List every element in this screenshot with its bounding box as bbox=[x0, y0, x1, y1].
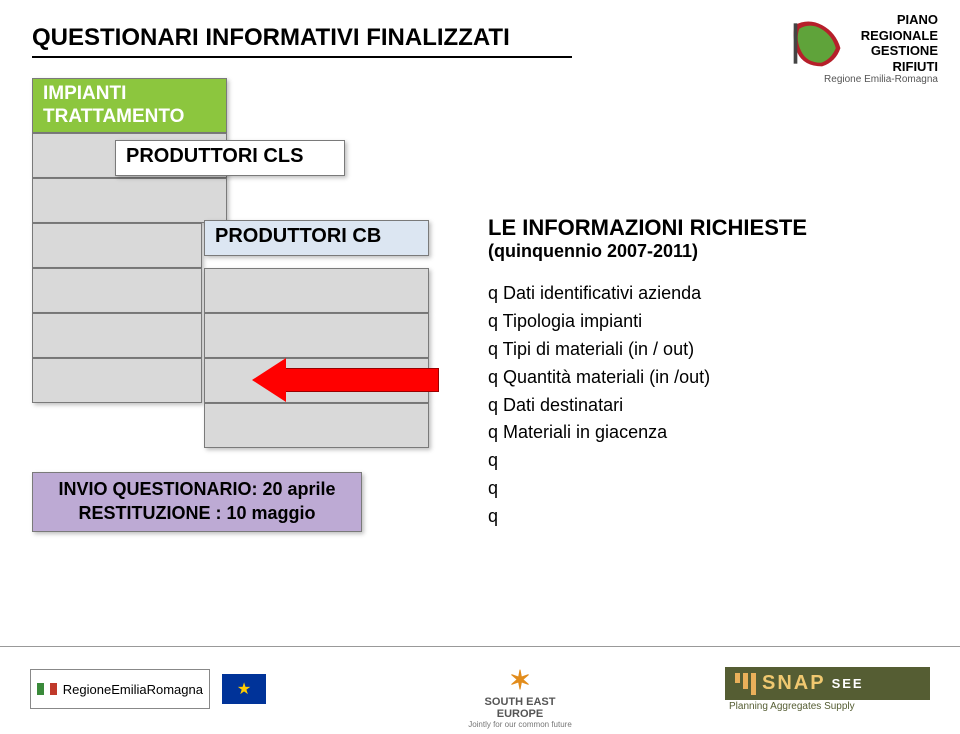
info-block: LE INFORMAZIONI RICHIESTE (quinquennio 2… bbox=[488, 215, 908, 531]
footer-left: RegioneEmiliaRomagna ★ bbox=[30, 669, 266, 709]
info-item: q Tipi di materiali (in / out) bbox=[488, 336, 908, 364]
box-impianti: IMPIANTI TRATTAMENTO bbox=[32, 78, 227, 133]
rer-text: RegioneEmiliaRomagna bbox=[63, 682, 203, 697]
see-l2: EUROPE bbox=[460, 708, 580, 720]
footer: RegioneEmiliaRomagna ★ ✶ SOUTH EAST EURO… bbox=[0, 646, 960, 734]
title-underline bbox=[32, 56, 572, 58]
grey-box bbox=[204, 403, 429, 448]
info-item: q Dati destinatari bbox=[488, 392, 908, 420]
snap-bar-icon bbox=[751, 673, 756, 695]
grey-box bbox=[32, 268, 202, 313]
slide-title: QUESTIONARI INFORMATIVI FINALIZZATI bbox=[32, 24, 510, 52]
footer-center: ✶ SOUTH EAST EUROPE Jointly for our comm… bbox=[460, 665, 580, 729]
hr-line3: GESTIONE bbox=[824, 43, 938, 59]
rer-square-icon bbox=[50, 683, 57, 695]
snap-see: SEE bbox=[832, 676, 864, 691]
snap-bar-icon bbox=[735, 673, 740, 683]
snap-logo-icon: SNAP SEE bbox=[725, 667, 930, 700]
grey-box bbox=[204, 313, 429, 358]
footer-right: SNAP SEE Planning Aggregates Supply bbox=[725, 667, 930, 713]
impianti-l1: IMPIANTI bbox=[43, 83, 216, 106]
red-arrow-shaft bbox=[284, 368, 439, 392]
see-logo-icon: ✶ SOUTH EAST EUROPE Jointly for our comm… bbox=[460, 665, 580, 729]
snap-sub: Planning Aggregates Supply bbox=[725, 700, 930, 713]
info-item: q Tipologia impianti bbox=[488, 308, 908, 336]
hr-sub: Regione Emilia-Romagna bbox=[824, 74, 938, 85]
grey-box bbox=[32, 223, 202, 268]
snap-text: SNAP bbox=[762, 672, 826, 695]
grey-box bbox=[32, 178, 227, 223]
header-right-block: PIANO REGIONALE GESTIONE RIFIUTI Regione… bbox=[824, 12, 938, 85]
impianti-l2: TRATTAMENTO bbox=[43, 106, 216, 129]
red-arrow-head-icon bbox=[252, 358, 286, 402]
grey-box bbox=[32, 358, 202, 403]
box-produttori-cb: PRODUTTORI CB bbox=[204, 220, 429, 256]
see-sub: Jointly for our common future bbox=[460, 720, 580, 729]
grey-box bbox=[204, 268, 429, 313]
grey-box bbox=[32, 313, 202, 358]
info-title: LE INFORMAZIONI RICHIESTE bbox=[488, 215, 908, 241]
hr-line1: PIANO bbox=[824, 12, 938, 28]
hr-line2: REGIONALE bbox=[824, 28, 938, 44]
info-item: q Quantità materiali (in /out) bbox=[488, 364, 908, 392]
info-sub: (quinquennio 2007-2011) bbox=[488, 241, 908, 262]
info-item: q bbox=[488, 503, 908, 531]
invio-l2: RESTITUZIONE : 10 maggio bbox=[39, 501, 355, 525]
invio-l1: INVIO QUESTIONARIO: 20 aprile bbox=[39, 477, 355, 501]
see-l1: SOUTH EAST bbox=[460, 696, 580, 708]
rer-square-icon bbox=[37, 683, 44, 695]
info-item: q Materiali in giacenza bbox=[488, 419, 908, 447]
snap-bar-icon bbox=[743, 673, 748, 689]
rer-logo-icon: RegioneEmiliaRomagna bbox=[30, 669, 210, 709]
box-produttori-cls: PRODUTTORI CLS bbox=[115, 140, 345, 176]
eu-flag-icon: ★ bbox=[222, 674, 266, 704]
info-item: q Dati identificativi azienda bbox=[488, 280, 908, 308]
box-invio: INVIO QUESTIONARIO: 20 aprile RESTITUZIO… bbox=[32, 472, 362, 532]
hr-line4: RIFIUTI bbox=[824, 59, 938, 75]
snap-bars-icon bbox=[735, 673, 756, 695]
info-item: q bbox=[488, 475, 908, 503]
info-item: q bbox=[488, 447, 908, 475]
